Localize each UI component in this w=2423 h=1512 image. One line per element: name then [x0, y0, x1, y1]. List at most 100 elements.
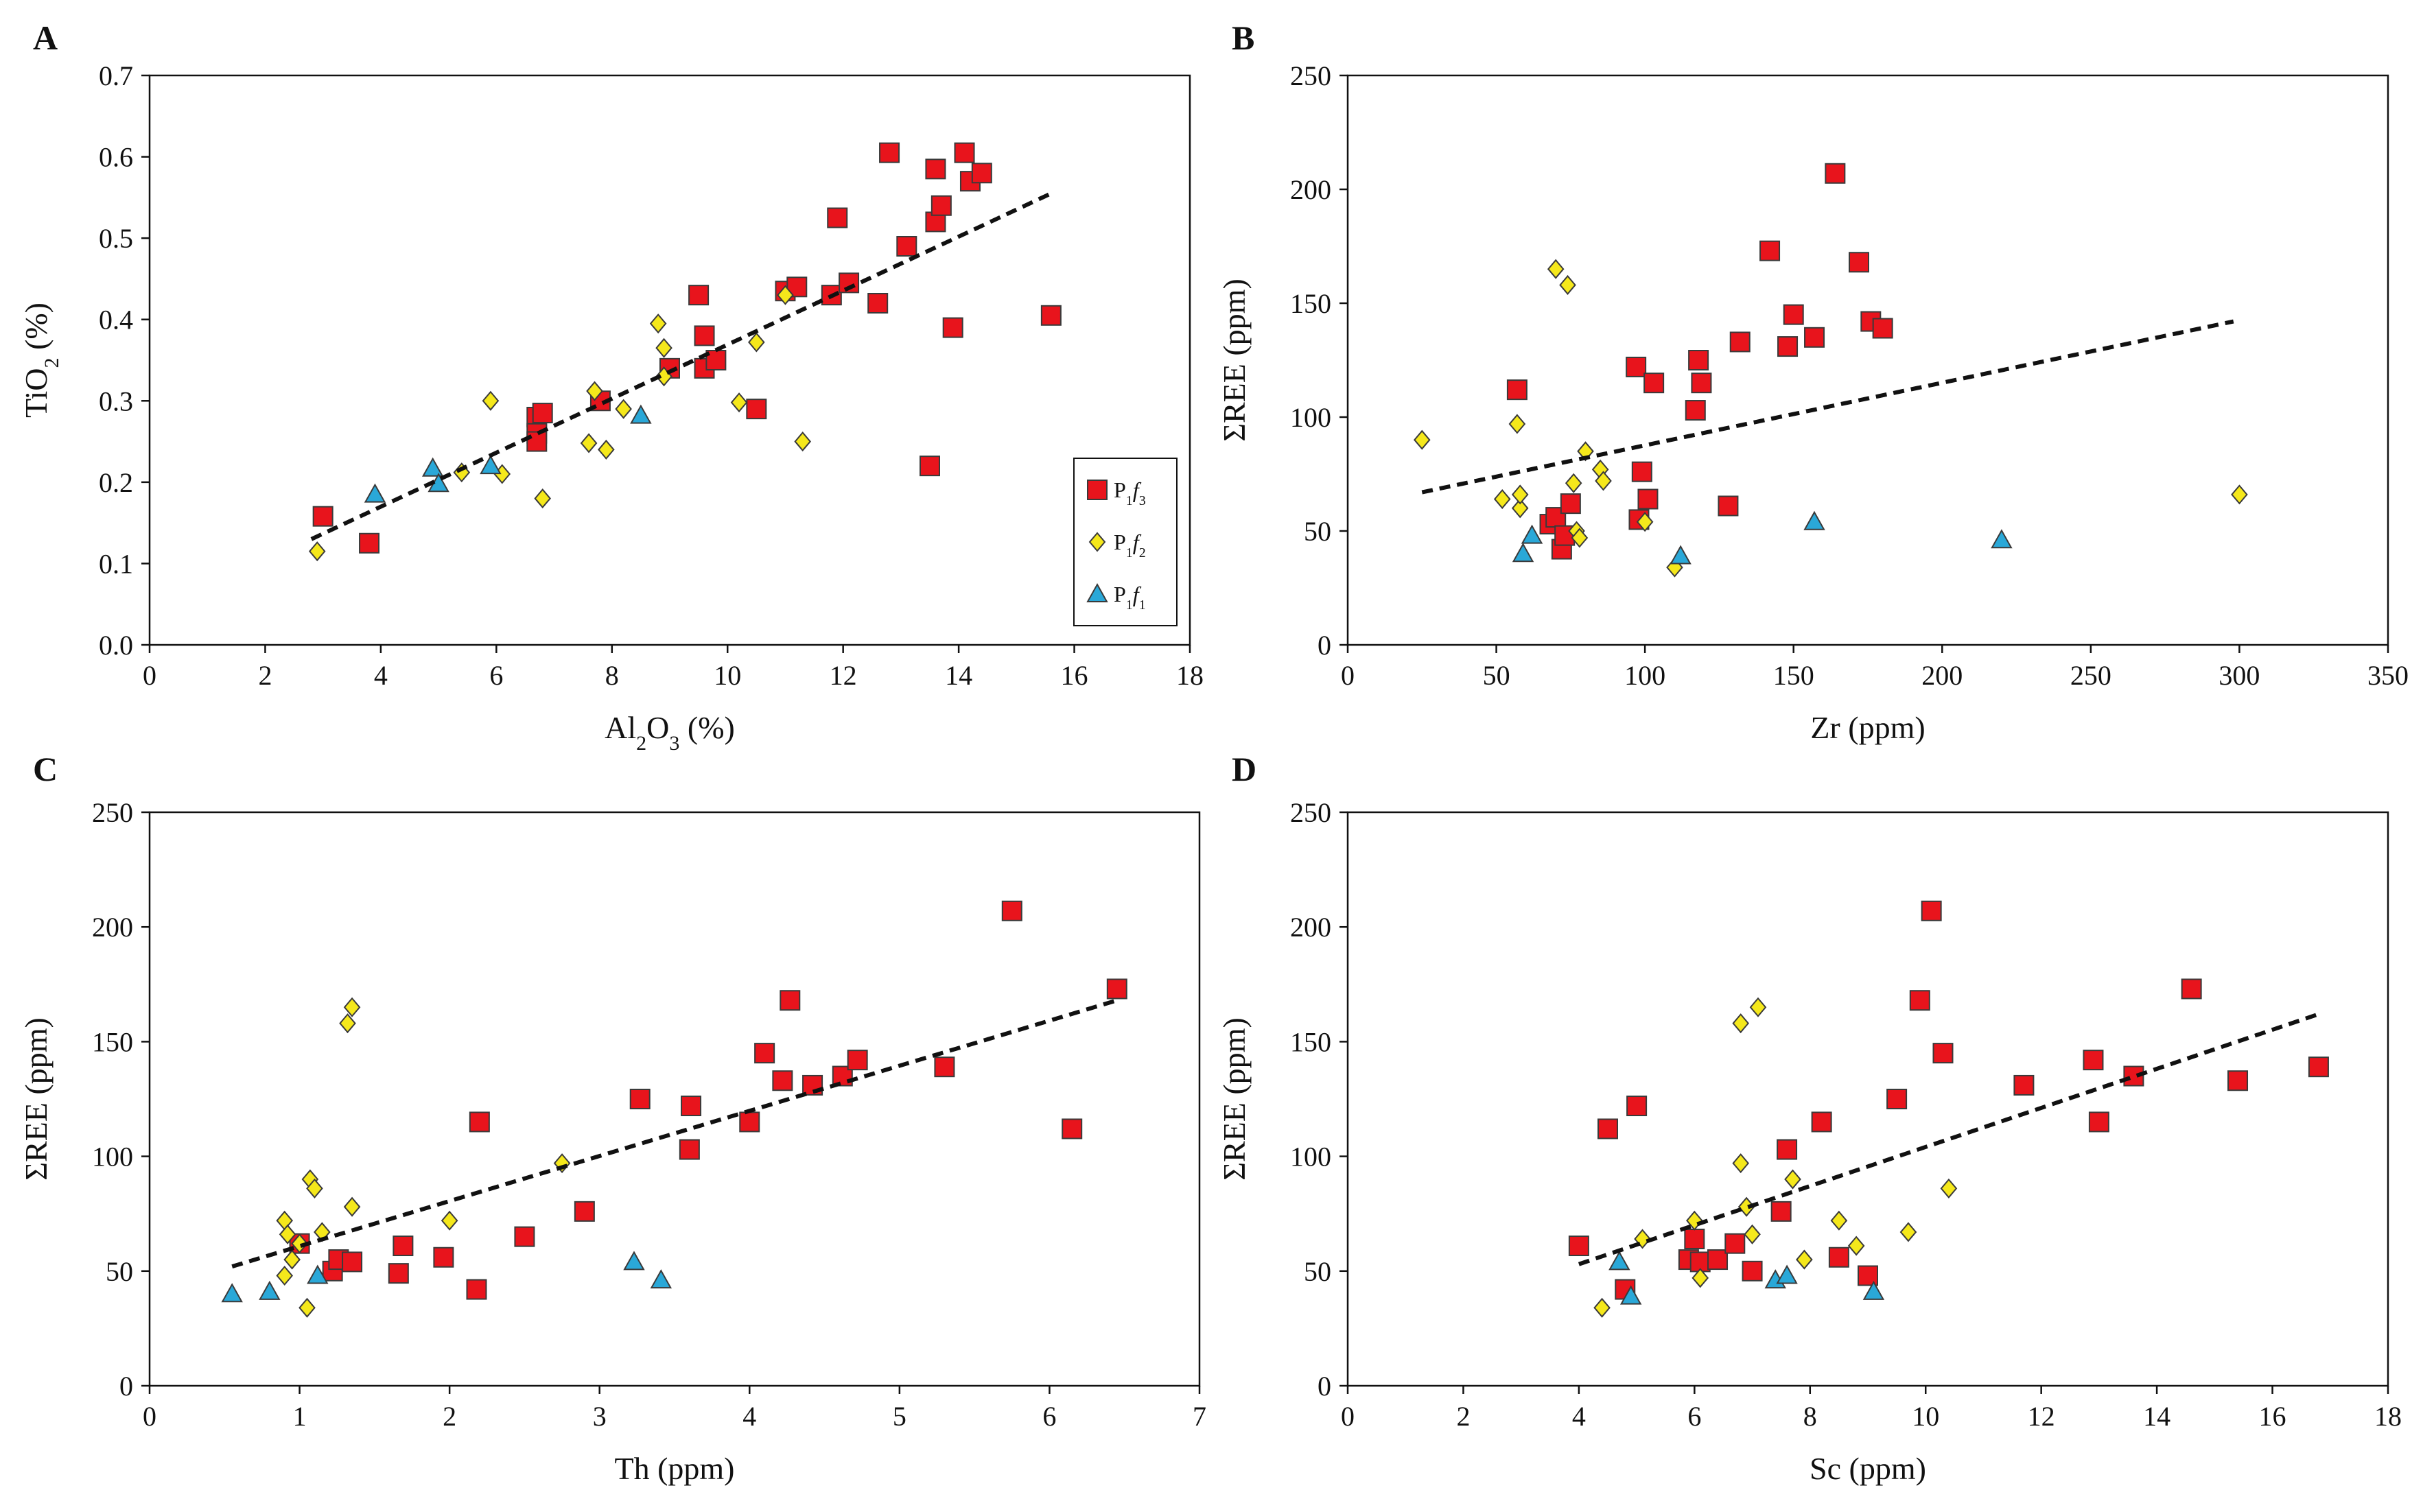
x-tick-label: 3 — [593, 1401, 607, 1432]
y-axis-label: ΣREE (ppm) — [19, 1017, 54, 1181]
data-point-pf3 — [1759, 240, 1781, 261]
y-tick-label: 100 — [1290, 1142, 1331, 1172]
data-point-pf3 — [342, 1251, 363, 1273]
data-point-pf2 — [339, 1013, 356, 1034]
data-point-pf3 — [1811, 1111, 1832, 1133]
data-point-pf2 — [794, 432, 812, 452]
data-point-pf2 — [553, 1153, 571, 1174]
data-point-pf1 — [1521, 524, 1543, 544]
data-point-pf3 — [1643, 373, 1665, 394]
data-point-pf2 — [1830, 1210, 1848, 1231]
data-point-pf1 — [480, 455, 502, 475]
data-point-pf1 — [1803, 510, 1825, 530]
x-tick-label: 50 — [1483, 660, 1510, 691]
x-tick-label: 14 — [945, 660, 972, 691]
x-axis-label: Al2O3 (%) — [605, 710, 735, 755]
data-point-pf2 — [441, 1210, 458, 1231]
y-axis-label: ΣREE (ppm) — [1217, 1017, 1252, 1181]
data-point-pf3 — [879, 142, 900, 163]
y-axis-label: ΣREE (ppm) — [1217, 279, 1252, 442]
data-point-pf3 — [1742, 1260, 1763, 1281]
data-point-pf2 — [1571, 528, 1589, 548]
trend-line — [310, 191, 1053, 541]
data-point-pf3 — [772, 1070, 793, 1091]
data-point-pf3 — [827, 207, 848, 228]
y-tick-label: 100 — [1290, 402, 1331, 433]
panel-a: A 0 2 4 6 8 10 12 14 16 18 0.0 0.1 0.2 0.3 0.4 0.5 0.6 0.7… — [19, 19, 1204, 755]
data-point-pf2 — [291, 1233, 308, 1254]
data-point-pf2 — [1940, 1178, 1958, 1198]
data-point-pf1 — [259, 1280, 281, 1300]
data-point-pf2 — [1511, 484, 1529, 505]
panel-label: A — [33, 19, 58, 57]
data-point-pf3 — [1825, 163, 1846, 184]
data-point-pf2 — [1899, 1222, 1917, 1242]
x-axis-label: Th (ppm) — [614, 1451, 734, 1486]
data-point-pf3 — [1637, 488, 1659, 510]
y-tick-label: 250 — [92, 797, 133, 828]
data-point-pf1 — [650, 1269, 672, 1289]
data-point-pf3 — [433, 1247, 454, 1268]
data-point-pf2 — [534, 488, 552, 509]
data-point-pf3 — [694, 325, 715, 346]
data-point-pf2 — [1749, 997, 1767, 1017]
plot-frame — [1346, 74, 2389, 646]
x-tick-label: 6 — [1687, 1401, 1701, 1432]
x-tick-label: 12 — [2028, 1401, 2055, 1432]
data-point-pf3 — [2123, 1065, 2144, 1087]
data-point-pf3 — [1777, 336, 1799, 357]
data-point-pf2 — [1547, 259, 1565, 279]
y-tick-label: 0.3 — [99, 386, 133, 416]
x-tick-label: 10 — [714, 660, 741, 691]
x-tick-label: 2 — [1456, 1401, 1470, 1432]
data-point-pf3 — [1684, 1228, 1705, 1249]
y-tick-label: 150 — [1290, 1026, 1331, 1057]
y-tick-label: 150 — [92, 1026, 133, 1057]
data-point-pf2 — [482, 390, 500, 411]
data-point-pf3 — [1691, 373, 1712, 394]
data-point-pf3 — [780, 990, 801, 1011]
x-tick-label: 4 — [374, 660, 388, 691]
y-tick-label: 0.6 — [99, 142, 133, 173]
x-tick-label: 7 — [1193, 1401, 1206, 1432]
y-tick-label: 0.7 — [99, 60, 133, 91]
y-tick-label: 50 — [106, 1256, 133, 1287]
data-point-pf2 — [586, 381, 603, 401]
data-point-pf3 — [1770, 1201, 1792, 1222]
x-tick-label: 16 — [1061, 660, 1088, 691]
data-point-pf2 — [306, 1178, 323, 1198]
y-tick-label: 0.1 — [99, 548, 133, 579]
data-point-pf2 — [299, 1297, 316, 1318]
data-point-pf1 — [630, 404, 652, 424]
y-tick-label: 150 — [1290, 288, 1331, 319]
data-point-pf3 — [971, 163, 992, 184]
data-point-pf3 — [896, 236, 917, 257]
data-point-pf3 — [1106, 978, 1127, 1000]
data-point-pf3 — [1001, 900, 1022, 921]
trend-line — [231, 998, 1118, 1268]
x-tick-label: 0 — [143, 660, 156, 691]
data-point-pf3 — [2088, 1111, 2109, 1133]
data-point-pf1 — [1991, 529, 2013, 549]
y-tick-label: 250 — [1290, 797, 1331, 828]
x-tick-label: 18 — [2374, 1401, 2402, 1432]
data-point-pf3 — [754, 1043, 775, 1064]
legend-marker-pf3 — [1087, 480, 1108, 500]
data-point-pf2 — [777, 285, 794, 305]
data-point-pf1 — [1862, 1280, 1885, 1300]
data-point-pf3 — [930, 195, 952, 216]
y-tick-label: 200 — [1290, 174, 1331, 205]
y-tick-label: 0.2 — [99, 467, 133, 498]
x-tick-label: 4 — [742, 1401, 756, 1432]
data-point-pf3 — [1777, 1139, 1798, 1160]
plot-frame — [148, 811, 1201, 1387]
legend-marker-pf1 — [1086, 582, 1108, 602]
data-point-pf1 — [221, 1283, 243, 1303]
data-point-pf3 — [359, 532, 380, 554]
data-point-pf3 — [1729, 331, 1751, 353]
y-tick-label: 200 — [92, 912, 133, 943]
legend-marker-pf2 — [1088, 532, 1106, 552]
y-tick-label: 250 — [1290, 60, 1331, 91]
